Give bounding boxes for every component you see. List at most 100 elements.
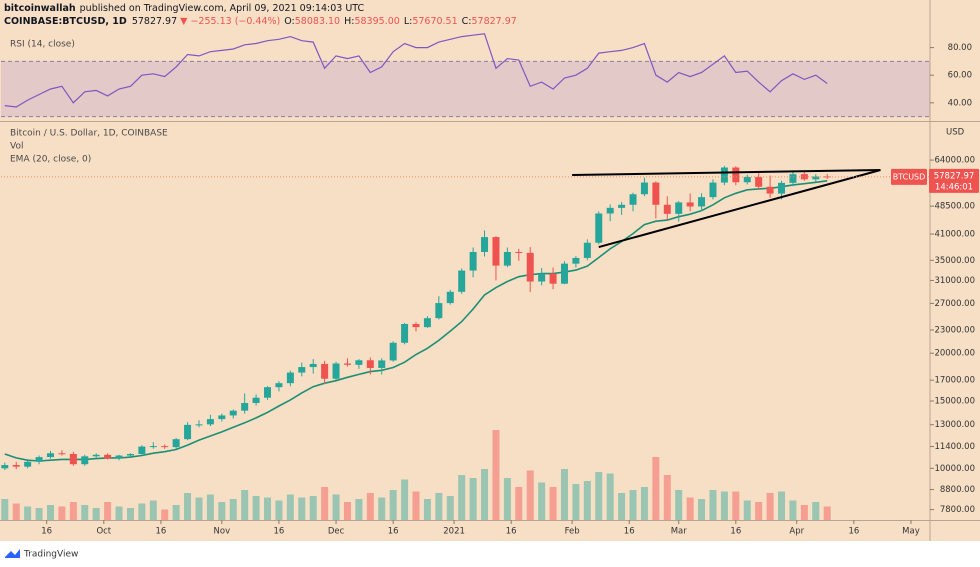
candle-body <box>321 363 329 379</box>
volume-bar <box>606 473 614 520</box>
candle-body <box>104 454 112 459</box>
volume-bar <box>743 500 751 520</box>
volume-bar <box>503 478 511 520</box>
volume-bar <box>115 506 123 520</box>
rsi-line <box>4 33 828 108</box>
candle-body <box>800 174 808 180</box>
brand-logo: TradingView <box>5 549 78 560</box>
candle-body <box>298 367 306 373</box>
volume-bar <box>560 469 568 520</box>
candle-body <box>69 454 77 465</box>
y-tick-label: 64000.00 <box>934 156 975 166</box>
x-tick-label: 16 <box>41 527 52 537</box>
candle-body <box>401 323 409 343</box>
candle-body <box>24 461 32 467</box>
logo-icon <box>5 549 20 558</box>
candle-body <box>172 439 180 448</box>
volume-bar <box>549 487 557 520</box>
candle-body <box>755 177 763 187</box>
volume-bar <box>538 482 546 520</box>
volume-bar <box>766 493 774 520</box>
y-tick-label: 7800.00 <box>940 505 975 515</box>
x-tick-label: 16 <box>730 527 741 537</box>
volume-bar <box>184 493 192 520</box>
candle-body <box>583 242 591 258</box>
volume-bar <box>515 487 523 520</box>
candle-body <box>481 237 489 252</box>
volume-bar <box>69 502 77 520</box>
price-tag-label: 57827.97 <box>934 171 975 181</box>
price-pane <box>1 165 930 520</box>
candle-body <box>206 419 214 425</box>
axes: 16 Oct 16 Nov 16 Dec 16 2021 16 Feb 16 Mar 16 Apr 16 Ma… <box>41 43 979 537</box>
volume-bar <box>126 508 134 520</box>
volume-bar <box>800 505 808 520</box>
y-tick-label: 20000.00 <box>934 349 975 359</box>
down-arrow: ▼ <box>180 16 188 27</box>
author: bitcoinwallah <box>4 3 76 14</box>
candle-body <box>1 465 9 469</box>
countdown-label: 14:46:01 <box>935 182 973 192</box>
candle-body <box>161 446 169 448</box>
candle-body <box>264 387 272 398</box>
volume-bar <box>572 484 580 520</box>
candle-body <box>126 454 134 456</box>
rsi-tick-label: 60.00 <box>948 71 972 81</box>
rsi-pane <box>1 33 930 118</box>
volume-bar <box>46 505 54 520</box>
x-tick-label: Oct <box>96 527 111 537</box>
volume-bar <box>309 496 317 520</box>
y-tick-label: 11400.00 <box>934 442 975 452</box>
candle-body <box>652 182 660 205</box>
candle-body <box>812 176 820 180</box>
volume-bar <box>492 430 500 520</box>
close-value: 57827.97 <box>472 16 517 27</box>
candle-body <box>720 167 728 183</box>
volume-bar <box>229 499 237 520</box>
candle-body <box>115 455 123 459</box>
trendline <box>598 169 881 249</box>
candle-body <box>538 273 546 282</box>
x-tick-label: 16 <box>388 527 399 537</box>
brand-name: TradingView <box>23 550 78 560</box>
candle-body <box>766 186 774 194</box>
volume-bar <box>355 499 363 520</box>
volume-bar <box>275 500 283 520</box>
candle-body <box>549 273 557 284</box>
x-tick-label: Nov <box>214 527 231 537</box>
volume-bar <box>526 470 534 520</box>
volume-bar <box>206 494 214 520</box>
candle-body <box>618 204 626 208</box>
trendline <box>572 168 881 177</box>
candle-body <box>92 454 100 457</box>
candle-body <box>789 174 797 183</box>
x-tick-label: 16 <box>155 527 166 537</box>
x-tick-label: Dec <box>328 527 345 537</box>
y-tick-label: 13000.00 <box>934 420 975 430</box>
symbol-tag-label: BTCUSD <box>893 172 926 181</box>
volume-bar <box>58 506 66 520</box>
currency-label: USD <box>946 128 965 138</box>
volume-bar <box>12 503 20 520</box>
candle-body <box>823 176 831 178</box>
candle-body <box>355 360 363 365</box>
volume-bar <box>252 496 260 520</box>
candle-body <box>640 182 648 195</box>
x-tick-label: 2021 <box>443 527 465 537</box>
candle-body <box>332 363 340 379</box>
ema-line <box>4 180 828 462</box>
volume-bar <box>218 502 226 520</box>
candle-body <box>343 363 351 365</box>
candle-body <box>149 446 157 448</box>
volume-bar <box>24 506 32 520</box>
volume-bar <box>161 509 169 520</box>
candle-body <box>629 194 637 205</box>
low-value: 57670.51 <box>412 16 457 27</box>
rsi-legend: RSI (14, close) <box>10 40 75 50</box>
rsi-band <box>1 61 930 117</box>
candle-body <box>35 457 43 462</box>
volume-legend: Vol <box>10 142 23 152</box>
candle-body <box>595 213 603 243</box>
volume-bar <box>675 490 683 520</box>
